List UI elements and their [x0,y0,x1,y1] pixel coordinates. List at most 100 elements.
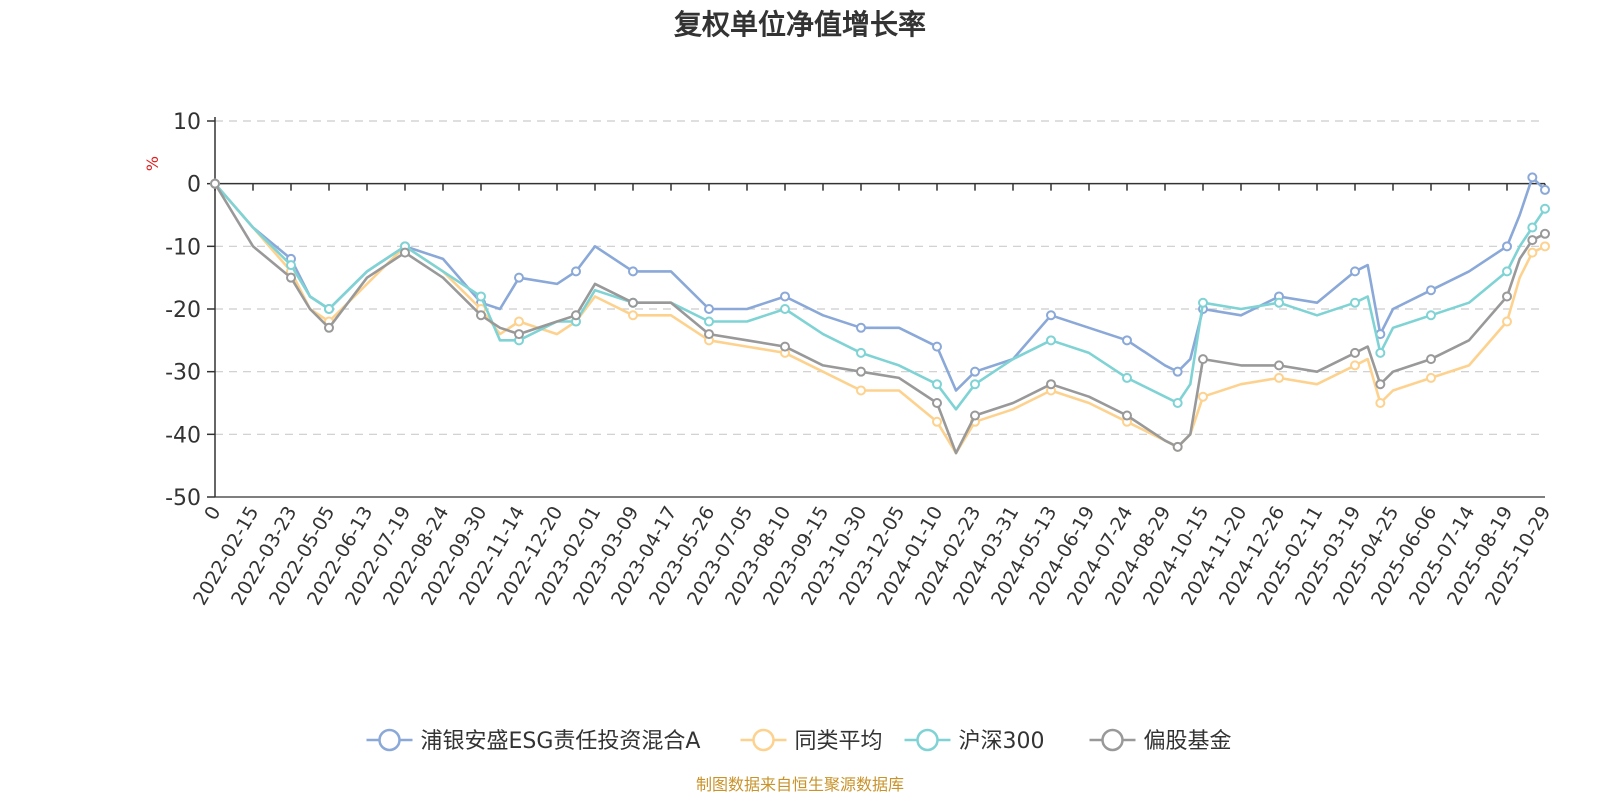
legend-item-0[interactable]: 浦银安盛ESG责任投资混合A [366,728,701,754]
axes: 100-10-20-30-40-5002022-02-152022-03-232… [165,110,1555,609]
data-point [571,310,581,321]
data-point [856,322,866,333]
data-point [1540,184,1550,195]
data-point [1274,360,1284,371]
data-point [1350,347,1360,358]
data-point [932,379,942,390]
data-point [1198,391,1208,402]
data-point [970,410,980,421]
legend-label: 偏股基金 [1144,729,1232,754]
data-point [628,297,638,308]
data-point [1122,335,1132,346]
data-point [571,266,581,277]
data-point [324,304,334,314]
legend-item-1[interactable]: 同类平均 [740,728,883,754]
data-point [1046,310,1056,321]
y-axis-unit: % [143,156,162,171]
data-point [932,398,942,408]
data-point [704,316,714,327]
data-point [1350,297,1360,308]
legend-marker-icon [916,728,939,752]
data-point [1540,241,1550,252]
data-point [970,379,980,390]
data-point [1502,266,1512,277]
y-tick-label: -30 [165,361,201,386]
data-point [1502,241,1512,252]
data-point [476,310,486,321]
legend-marker-icon [752,728,775,752]
data-point [1172,398,1183,408]
series-line-2 [213,182,1547,411]
data-point [400,247,410,258]
y-tick-label: -10 [165,235,201,260]
data-point [1426,285,1436,296]
data-point [210,178,220,189]
data-point [476,291,486,302]
data-point [1198,354,1208,365]
legend-marker-icon [1101,728,1124,752]
series-line-1 [213,182,1547,455]
data-point [286,272,296,283]
data-point [780,291,790,302]
data-point [1426,354,1436,365]
data-point [704,329,714,340]
data-point [1540,203,1550,214]
series-lines [210,172,1550,455]
data-point [1046,335,1056,346]
legend-label: 同类平均 [795,729,883,754]
y-tick-label: -20 [165,298,201,323]
data-point [628,266,638,277]
data-point [1527,247,1538,258]
data-point [856,366,866,377]
y-tick-label: -40 [165,423,201,448]
legend-label: 沪深300 [959,729,1045,754]
data-point [970,366,980,377]
legend-item-3[interactable]: 偏股基金 [1089,728,1232,754]
data-point [1527,235,1538,246]
series-line-0 [213,176,1547,392]
data-point [514,316,524,327]
data-point [704,304,714,314]
data-point [1198,297,1208,308]
data-point [780,304,790,314]
data-point [1527,172,1538,183]
data-point [324,322,334,333]
legend-label: 浦银安盛ESG责任投资混合A [421,729,701,754]
data-point [1375,398,1386,408]
x-tick-label: 0 [200,503,225,524]
data-point [856,347,866,358]
data-point [1172,366,1183,377]
data-point [1172,441,1183,452]
data-point [932,341,942,352]
data-point [1502,291,1512,302]
data-point [1502,316,1512,327]
data-point [286,260,296,271]
data-point [1527,222,1538,233]
data-point [1375,379,1386,390]
data-point [628,310,638,321]
data-point [1046,379,1056,390]
data-point [932,416,942,427]
data-point [1540,228,1550,239]
data-point [1375,347,1386,358]
data-point [1350,266,1360,277]
series-line-3 [213,182,1547,455]
data-point [1122,410,1132,421]
y-tick-label: -50 [165,486,201,511]
data-point [514,329,524,340]
data-point [1426,310,1436,321]
legend-marker-icon [378,728,401,752]
legend-item-2[interactable]: 沪深300 [904,728,1045,754]
data-point [780,341,790,352]
data-point [1122,372,1132,383]
y-tick-label: 0 [187,173,201,198]
data-point [514,272,524,283]
legend[interactable]: 浦银安盛ESG责任投资混合A 同类平均 沪深300 偏股基金 [366,728,1232,754]
data-point [1426,372,1436,383]
y-tick-label: 10 [173,110,201,135]
data-point [1350,360,1360,371]
gridlines [215,120,1545,435]
data-point [856,385,866,396]
data-point [1274,372,1284,383]
